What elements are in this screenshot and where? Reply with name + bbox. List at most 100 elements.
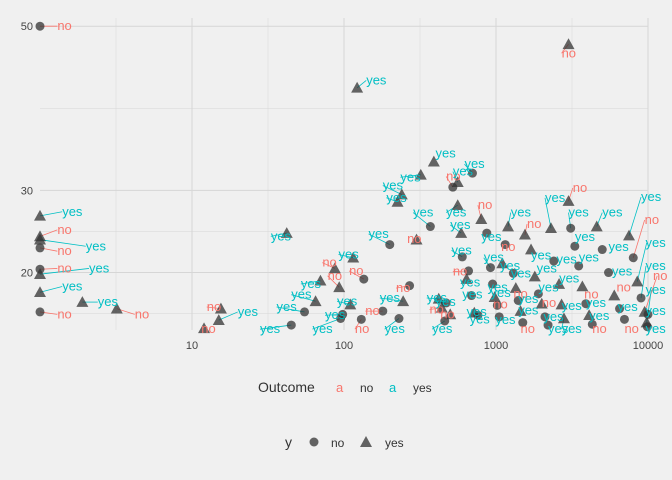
point-0 [35,21,45,31]
point-label-56: yes [481,229,502,244]
point-label-71: yes [531,247,552,262]
point-72 [528,270,541,282]
point-label-96: no [624,321,638,336]
point-label-42: yes [432,321,453,336]
point-90 [587,319,597,329]
point-11 [214,302,227,314]
point-75 [540,312,550,322]
legend-y-key-yes [360,436,372,447]
connector-77 [544,197,552,229]
point-label-18: yes [301,276,322,291]
point-69 [518,318,528,328]
point-label-21: no [322,255,336,270]
point-55 [475,213,488,224]
point-label-90: no [592,321,606,336]
point-label-4: no [57,243,71,258]
point-74 [535,297,548,309]
connector-17 [291,294,316,302]
legend-outcome-label-no: no [360,381,374,395]
point-78 [549,256,559,266]
point-label-39: no [429,301,443,316]
point-label-12: yes [238,304,259,319]
point-label-0: no [57,18,71,33]
point-86 [574,261,584,271]
y-axis: 20 30 50 [21,21,33,279]
point-label-6: yes [89,260,110,275]
point-54 [467,168,477,178]
point-63 [500,240,510,250]
legend-outcome-key-no: a [336,380,344,395]
point-label-98: no [645,212,659,227]
point-28 [378,306,388,316]
point-label-93: yes [612,264,633,279]
point-label-75: yes [543,309,564,324]
point-label-24: yes [366,72,387,87]
point-label-69: no [521,321,535,336]
point-96 [619,314,629,324]
point-64 [502,220,515,232]
point-label-47: yes [450,217,471,232]
point-57 [485,263,495,273]
connector-97 [628,196,642,236]
point-label-2: no [57,222,71,237]
point-label-1: yes [62,204,83,219]
point-label-10: no [135,306,149,321]
point-label-54: yes [464,156,485,171]
x-tick-label-1: 100 [335,340,353,352]
point-label-77: yes [545,190,566,205]
point-15 [198,322,211,334]
point-label-17: yes [291,287,312,302]
point-41 [441,298,451,308]
point-91 [590,220,603,232]
grid [40,18,649,330]
point-label-73: yes [538,279,559,294]
connector-2 [39,229,58,237]
point-label-41: yes [436,294,457,309]
connector-13 [276,306,305,313]
point-14 [286,320,296,330]
point-70 [518,228,531,240]
point-label-79: yes [559,270,580,285]
point-label-46: yes [446,205,467,220]
point-label-80: yes [562,298,583,313]
point-label-30: yes [383,177,404,192]
point-34 [405,281,415,291]
point-76 [543,320,553,330]
x-tick-label-3: 10000 [633,340,664,352]
point-99 [631,275,644,287]
point-97 [623,229,636,241]
point-label-33: yes [385,321,406,336]
point-label-85: yes [575,229,596,244]
legend-outcome-label-yes: yes [413,381,432,395]
point-label-52: yes [467,304,488,319]
point-59 [488,291,501,302]
y-tick-label-1: 30 [21,185,33,197]
connector-98 [632,219,645,258]
connector-19 [312,318,341,330]
connector-12 [218,311,238,321]
point-46 [451,199,464,210]
point-label-97: yes [641,189,662,204]
point-102 [643,309,653,319]
point-24 [351,81,364,93]
point-89 [583,309,596,321]
point-label-37: yes [436,145,457,160]
point-18 [314,274,327,286]
point-label-11: no [207,299,221,314]
connector-7 [39,286,63,293]
point-label-103: yes [646,303,667,318]
point-label-68: yes [518,302,539,317]
point-71 [525,243,538,255]
legend-y: y no yes [285,434,404,450]
legend-outcome-title: Outcome [258,379,315,395]
point-label-36: yes [400,169,421,184]
point-98 [628,253,638,263]
point-92 [597,245,607,255]
point-label-59: yes [490,285,511,300]
point-label-51: yes [462,287,483,302]
point-label-16: yes [271,228,292,243]
point-label-94: no [616,279,630,294]
point-58 [488,279,498,289]
point-80 [555,298,568,310]
point-9 [76,296,89,307]
